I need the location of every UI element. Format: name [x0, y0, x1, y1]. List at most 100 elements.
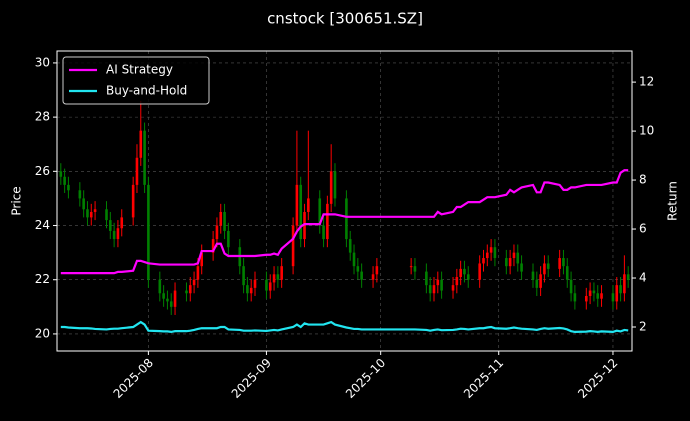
candle-body	[428, 285, 432, 294]
candle-body	[615, 285, 619, 302]
candle-body	[322, 225, 325, 240]
candle-body	[253, 279, 257, 288]
x-tick-label: 2025-10	[343, 356, 388, 401]
candle-body	[565, 266, 569, 280]
candle-body	[535, 279, 539, 288]
series-line	[60, 320, 629, 334]
legend-label: Buy-and-Hold	[106, 84, 187, 98]
candle-body	[611, 293, 615, 302]
candle-body	[482, 258, 485, 264]
candle-body	[539, 274, 542, 288]
candle-body	[505, 258, 508, 267]
candle-body	[173, 290, 177, 307]
candle-body	[356, 266, 360, 272]
candle-body	[265, 279, 268, 291]
candle-body	[120, 217, 124, 229]
candle-body	[192, 279, 196, 286]
candle-body	[93, 209, 97, 212]
y-tick-label: 24	[35, 218, 50, 232]
candle-body	[546, 263, 550, 269]
candle-body	[600, 293, 603, 299]
candle-body	[409, 266, 413, 268]
candle-body	[493, 247, 497, 259]
candle-body	[352, 252, 356, 267]
candle-body	[276, 274, 280, 280]
candle-body	[478, 263, 481, 280]
candle-body	[249, 287, 253, 294]
candle-body	[485, 252, 489, 259]
y2-tick-label: 12	[639, 75, 654, 89]
plot-frame	[56, 50, 633, 352]
candle-body	[143, 130, 146, 185]
y2-axis-label: Return	[666, 181, 680, 221]
candle-body	[451, 285, 455, 291]
candle-body	[425, 271, 428, 286]
candle-body	[147, 184, 150, 280]
candle-body	[436, 279, 440, 286]
chart-title: cnstock [300651.SZ]	[267, 10, 423, 28]
candle-body	[531, 271, 535, 280]
candle-body	[558, 258, 561, 269]
candle-body	[303, 211, 306, 240]
candle-body	[67, 184, 70, 191]
candle-body	[63, 176, 66, 185]
candle-body	[619, 285, 622, 294]
candle-body	[200, 252, 204, 267]
x-tick-label: 2025-09	[229, 356, 274, 401]
candle-body	[219, 211, 223, 226]
candle-body	[516, 252, 520, 264]
candle-body	[455, 277, 459, 286]
x-tick-label: 2025-08	[111, 356, 156, 401]
candle-body	[592, 290, 596, 294]
y-tick-label: 28	[35, 110, 50, 124]
legend-box	[62, 56, 210, 105]
candle-body	[440, 279, 443, 291]
candle-body	[78, 190, 82, 199]
candle-body	[333, 171, 337, 199]
candle-body	[596, 293, 600, 299]
candle-body	[59, 171, 63, 177]
x-tick-label: 2025-11	[461, 356, 506, 401]
candle-body	[109, 220, 112, 231]
legend-label: AI Strategy	[106, 63, 173, 77]
y-axis-label: Price	[10, 186, 24, 215]
candle-body	[223, 211, 226, 231]
candle-body	[588, 290, 592, 296]
y2-tick-label: 2	[639, 320, 647, 334]
y2-tick-label: 10	[639, 124, 654, 138]
candle-body	[463, 268, 466, 275]
y2-tick-label: 4	[639, 271, 647, 285]
series-line	[60, 169, 629, 275]
candle-body	[329, 171, 333, 204]
candle-body	[345, 198, 348, 240]
candle-body	[268, 282, 272, 291]
candle-body	[466, 274, 470, 280]
candle-body	[105, 209, 108, 221]
candle-body	[188, 285, 192, 294]
candle-body	[626, 274, 630, 280]
candle-body	[86, 209, 89, 218]
y2-tick-label: 6	[639, 222, 647, 236]
candle-body	[158, 279, 162, 294]
candle-body	[348, 239, 352, 253]
candle-body	[112, 230, 116, 240]
candle-body	[569, 279, 573, 294]
candle-body	[512, 252, 516, 259]
candle-body	[135, 157, 139, 185]
candle-body	[573, 293, 577, 302]
candle-body	[215, 225, 219, 240]
candle-body	[543, 263, 546, 275]
candle-body	[82, 198, 85, 210]
candle-body	[166, 298, 169, 302]
candle-body	[162, 293, 165, 299]
y-tick-label: 22	[35, 272, 50, 286]
candle-body	[131, 184, 135, 218]
candle-body	[459, 268, 462, 278]
candle-body	[318, 198, 322, 226]
y-tick-label: 26	[35, 164, 50, 178]
y2-tick-label: 8	[639, 173, 647, 187]
candle-body	[185, 290, 188, 294]
candle-body	[139, 130, 143, 158]
candle-body	[89, 211, 93, 218]
